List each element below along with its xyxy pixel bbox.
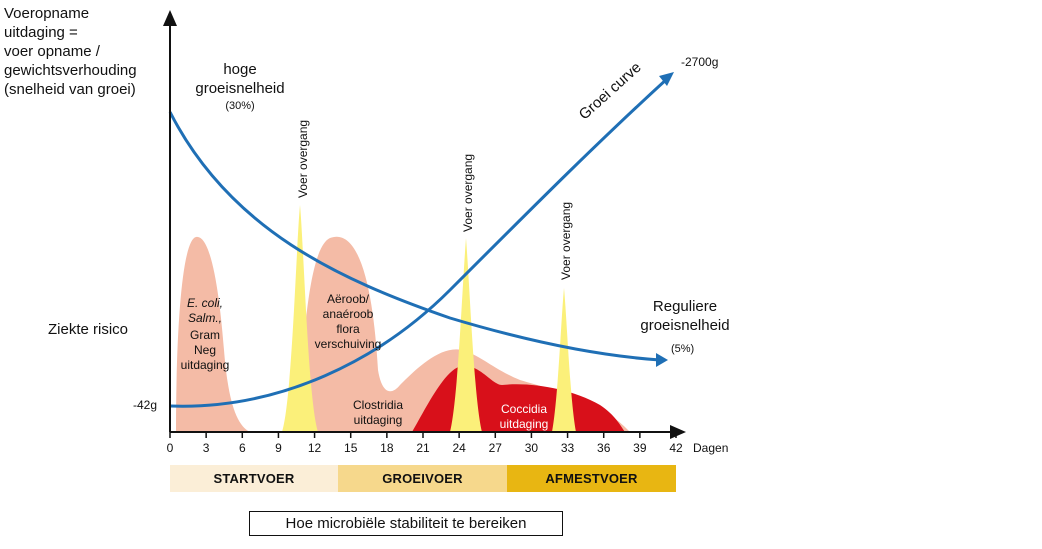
x-tick-label: 39 — [633, 441, 647, 455]
feed-phase-groeivoer-label: GROEIVOER — [382, 471, 463, 486]
growth-curve — [169, 76, 670, 408]
feed-transition-label-3: Voer overgang — [559, 201, 573, 280]
feed-phase-afmestvoer: AFMESTVOER — [507, 465, 676, 492]
coccidia-label: Coccidia uitdaging — [499, 402, 549, 431]
x-tick-label: 12 — [307, 441, 322, 455]
x-tick-label: 18 — [380, 441, 394, 455]
x-tick-label: 24 — [452, 441, 466, 455]
ecoli-risk-area — [176, 236, 250, 432]
intake-ratio-arrowhead — [656, 353, 668, 367]
feed-transition-peak-1 — [282, 205, 318, 432]
high-growth-label: hoge groeisnelheid — [195, 61, 285, 97]
x-axis-unit-label: Dagen — [693, 441, 729, 455]
caption-box: Hoe microbiële stabiliteit te bereiken — [249, 511, 563, 536]
feed-phase-startvoer: STARTVOER — [170, 465, 338, 492]
x-tick-label: 42 — [669, 441, 683, 455]
x-tick-label: 3 — [202, 441, 210, 455]
feed-transition-peak-3 — [552, 288, 576, 432]
clostridia-label: Clostridia uitdaging — [352, 398, 403, 427]
gram-neg-label: Gram Neg uitdaging — [180, 328, 230, 372]
intake-ratio-curve — [168, 111, 661, 362]
growth-curve-arrowhead — [659, 72, 674, 86]
y-axis-label: Voeropname uitdaging = voer opname / gew… — [4, 5, 137, 98]
y-axis-arrowhead — [163, 10, 177, 26]
x-tick-label: 21 — [416, 441, 430, 455]
aerobic-shift-label: Aëroob/ anaéroob flora verschuiving — [314, 292, 382, 351]
x-tick-label: 30 — [524, 441, 539, 455]
end-weight-label: -2700g — [681, 55, 719, 69]
x-tick-label: 27 — [488, 441, 502, 455]
high-growth-percent: (30%) — [225, 100, 255, 112]
x-tick-label: 36 — [597, 441, 611, 455]
x-tick-label: 9 — [275, 441, 282, 455]
x-tick-label: 33 — [560, 441, 575, 455]
x-tick-label: 6 — [238, 441, 246, 455]
x-axis-tick-marks — [169, 432, 677, 438]
caption-text: Hoe microbiële stabiliteit te bereiken — [285, 515, 527, 532]
feed-transition-peak-2 — [450, 238, 482, 432]
x-tick-label: 0 — [166, 441, 174, 455]
start-weight-label: -42g — [133, 398, 158, 412]
regular-growth-percent: (5%) — [671, 343, 695, 355]
ecoli-salm-label: E. coli, Salm., — [186, 296, 223, 325]
feed-phase-groeivoer: GROEIVOER — [338, 465, 507, 492]
feed-phase-afmestvoer-label: AFMESTVOER — [545, 471, 638, 486]
feed-transition-label-2: Voer overgang — [461, 153, 475, 232]
aerobic-shift-risk-area — [296, 236, 630, 432]
disease-risk-label: Ziekte risico — [48, 321, 129, 338]
feed-transition-label-1: Voer overgang — [296, 119, 310, 198]
x-axis-arrowhead — [670, 425, 686, 439]
x-tick-label: 15 — [344, 441, 358, 455]
regular-growth-label: Reguliere groeisnelheid — [640, 298, 730, 334]
feed-phase-startvoer-label: STARTVOER — [213, 471, 295, 486]
